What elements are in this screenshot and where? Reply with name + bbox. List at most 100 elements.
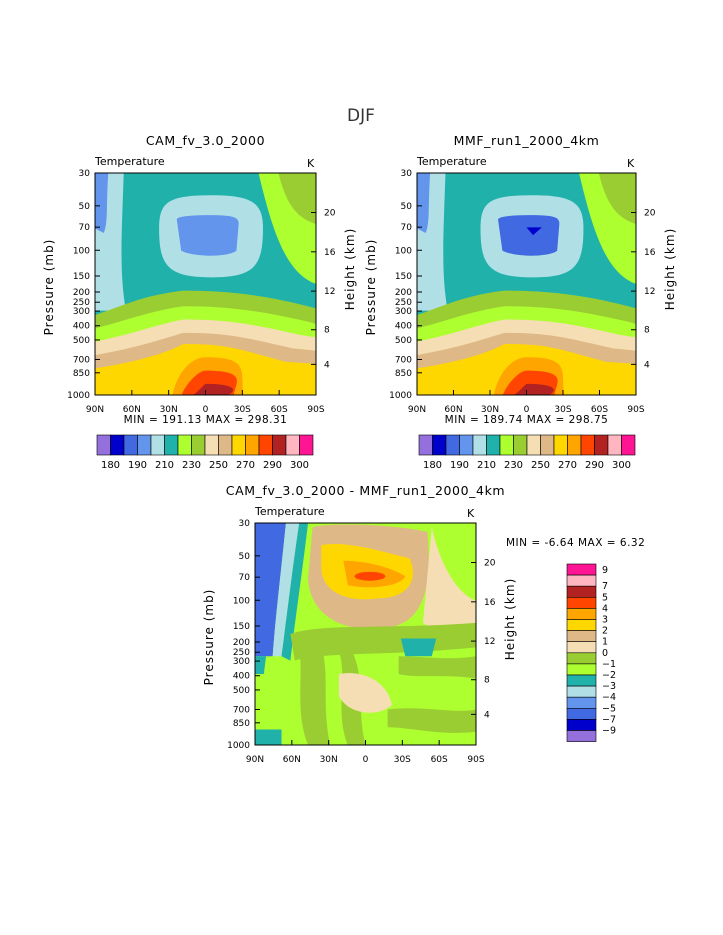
colorbar-swatch — [566, 707, 597, 720]
contour-band — [417, 173, 431, 233]
colorbar-swatch — [123, 434, 138, 456]
colorbar-label: 180 — [101, 460, 120, 471]
contour-band — [278, 173, 316, 225]
subtitle-left: Temperature — [254, 505, 325, 518]
y-tick-label: 700 — [395, 355, 412, 365]
colorbar-swatch — [567, 434, 582, 456]
x-tick-label: 90N — [246, 755, 264, 765]
y-axis-label: Pressure (mb) — [202, 589, 216, 686]
y-tick-label: 300 — [233, 657, 250, 667]
y-tick-label: 250 — [395, 298, 412, 308]
colorbar-label: 190 — [128, 460, 147, 471]
colorbar-swatch — [177, 434, 192, 456]
colorbar-label: 300 — [290, 460, 309, 471]
colorbar-swatch — [607, 434, 622, 456]
colorbar-swatch — [580, 434, 595, 456]
y-right-tick-label: 12 — [484, 637, 495, 647]
y-right-tick-label: 16 — [644, 248, 656, 258]
colorbar-swatch — [191, 434, 206, 456]
x-tick-label: 30N — [320, 755, 338, 765]
y-tick-label: 100 — [73, 246, 90, 256]
colorbar-label: 4 — [602, 603, 608, 614]
y-tick-label: 400 — [73, 322, 90, 332]
x-tick-label: 90S — [467, 755, 484, 765]
x-tick-label: 60S — [431, 755, 448, 765]
colorbar-label: 290 — [585, 460, 604, 471]
contour-band — [387, 708, 476, 733]
y-tick-label: 400 — [233, 672, 250, 682]
y-right-tick-label: 16 — [484, 598, 496, 608]
contour-band — [526, 227, 542, 236]
x-tick-label: 30S — [234, 405, 251, 415]
contour-band — [498, 215, 560, 256]
y-tick-label: 500 — [233, 686, 250, 696]
contour-band — [190, 383, 234, 396]
colorbar-swatch — [513, 434, 528, 456]
y-tick-label: 70 — [239, 573, 251, 583]
colorbar-swatch — [566, 674, 597, 687]
colorbar-swatch — [594, 434, 609, 456]
x-tick-label: 90S — [307, 405, 324, 415]
chart-title: CAM_fv_3.0_2000 - MMF_run1_2000_4km — [226, 483, 505, 498]
colorbar-swatch — [285, 434, 300, 456]
colorbar-label: −4 — [602, 692, 616, 703]
colorbar-swatch — [566, 619, 597, 631]
y-tick-label: 30 — [239, 519, 251, 529]
y-tick-label: 100 — [395, 246, 412, 256]
colorbar-swatch — [566, 696, 597, 709]
colorbar-swatch — [566, 585, 597, 598]
colorbar-label: 210 — [477, 460, 496, 471]
y-right-tick-label: 8 — [324, 326, 330, 336]
x-tick-label: 90N — [408, 405, 426, 415]
colorbar-label: 180 — [423, 460, 442, 471]
subtitle-left: Temperature — [94, 155, 165, 168]
contour-band — [281, 523, 309, 661]
y-tick-label: 700 — [233, 705, 250, 715]
colorbar-label: 230 — [504, 460, 523, 471]
y-tick-label: 300 — [73, 307, 90, 317]
y-tick-label: 500 — [73, 336, 90, 346]
y-tick-label: 850 — [233, 719, 250, 729]
colorbar-label: −9 — [602, 726, 616, 737]
colorbar-swatch — [540, 434, 555, 456]
y-axis-label: Pressure (mb) — [364, 239, 378, 336]
min-max-label: MIN = 189.74 MAX = 298.75 — [445, 414, 609, 426]
x-tick-label: 30S — [394, 755, 411, 765]
colorbar-label: 0 — [602, 648, 608, 659]
contour-band — [598, 173, 636, 225]
y-tick-label: 700 — [73, 355, 90, 365]
y-tick-label: 400 — [395, 322, 412, 332]
y-tick-label: 850 — [395, 369, 412, 379]
colorbar-label: −2 — [602, 670, 616, 681]
y-right-tick-label: 4 — [644, 360, 650, 370]
colorbar-label: 210 — [155, 460, 174, 471]
y-tick-label: 300 — [395, 307, 412, 317]
colorbar-swatch — [566, 596, 597, 609]
y-axis-right-label: Height (km) — [663, 228, 677, 310]
colorbar-swatch — [566, 730, 597, 742]
colorbar-swatch — [553, 434, 568, 456]
colorbar-swatch — [566, 719, 597, 731]
contour-band — [290, 622, 476, 661]
colorbar-swatch — [231, 434, 246, 456]
contour-band — [422, 527, 476, 639]
y-tick-label: 30 — [401, 169, 413, 179]
y-tick-label: 250 — [233, 648, 250, 658]
colorbar-label: 9 — [602, 565, 608, 576]
contour-band — [255, 729, 282, 745]
y-right-tick-label: 8 — [644, 326, 650, 336]
x-tick-label: 60N — [123, 405, 141, 415]
y-right-tick-label: 16 — [324, 248, 336, 258]
y-right-tick-label: 20 — [324, 209, 336, 219]
colorbar-swatch — [418, 434, 433, 456]
y-tick-label: 1000 — [67, 391, 90, 401]
colorbar-swatch — [445, 434, 460, 456]
colorbar-swatch — [566, 563, 597, 576]
colorbar-label: −5 — [602, 703, 616, 714]
y-tick-label: 200 — [73, 288, 90, 298]
y-tick-label: 50 — [239, 552, 251, 562]
colorbar-swatch — [472, 434, 487, 456]
chart-panel-3: 90N 60N 30N 0 30S 60S 90S305070100150200250300… — [202, 483, 645, 765]
y-tick-label: 50 — [401, 202, 413, 212]
subtitle-right: K — [307, 157, 315, 170]
